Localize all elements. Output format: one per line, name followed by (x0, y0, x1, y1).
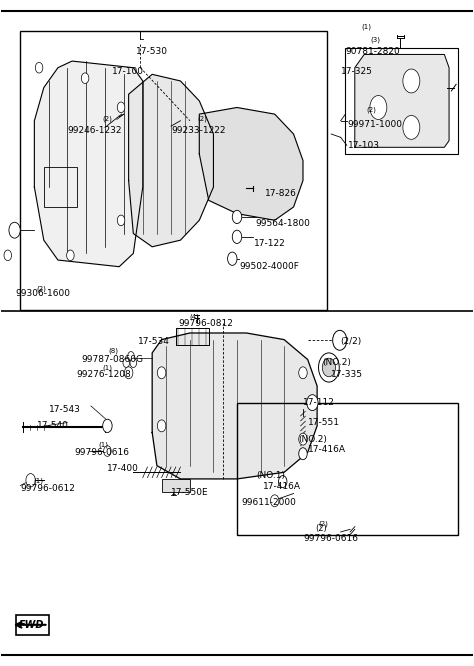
Text: (1): (1) (34, 478, 44, 484)
Text: 17-325: 17-325 (341, 67, 373, 75)
Text: (2): (2) (103, 116, 113, 122)
Circle shape (82, 73, 89, 83)
Text: 99796-0812: 99796-0812 (178, 318, 233, 328)
Polygon shape (152, 333, 317, 479)
Circle shape (319, 353, 339, 382)
Bar (162, 479, 190, 492)
Text: 17-112: 17-112 (303, 398, 335, 407)
Text: 99796-0612: 99796-0612 (20, 484, 75, 494)
Text: 99796-0616: 99796-0616 (74, 448, 129, 457)
Text: 99564-1800: 99564-1800 (256, 219, 311, 228)
Text: 17-103: 17-103 (348, 141, 380, 150)
Text: 17-534: 17-534 (138, 337, 170, 346)
Circle shape (299, 448, 307, 460)
Text: 99971-1000: 99971-1000 (348, 120, 403, 129)
Bar (237, 403, 458, 535)
Circle shape (36, 63, 43, 73)
Text: (2): (2) (315, 524, 327, 533)
Text: (NO.2): (NO.2) (322, 358, 351, 368)
Text: 17-335: 17-335 (331, 370, 363, 379)
Circle shape (370, 95, 387, 119)
Circle shape (104, 446, 111, 456)
Text: (NO.2): (NO.2) (298, 435, 327, 444)
Text: 17-400: 17-400 (108, 464, 139, 474)
Text: 17-540: 17-540 (36, 422, 69, 430)
Text: 90781-2820: 90781-2820 (346, 47, 400, 56)
Text: 17-543: 17-543 (48, 405, 81, 414)
Text: 99787-0860G: 99787-0860G (82, 355, 144, 364)
Text: (1): (1) (98, 442, 108, 448)
Text: (2): (2) (36, 285, 46, 292)
Circle shape (299, 433, 307, 445)
Text: (2): (2) (318, 520, 328, 527)
Circle shape (307, 395, 318, 411)
Circle shape (228, 252, 237, 265)
Polygon shape (355, 55, 449, 147)
Text: (3): (3) (370, 36, 380, 43)
Circle shape (103, 419, 112, 432)
Text: 99246-1232: 99246-1232 (67, 127, 122, 135)
Text: 17-551: 17-551 (308, 418, 340, 427)
Circle shape (123, 358, 129, 368)
Text: (2): (2) (197, 116, 207, 122)
Text: FWD: FWD (19, 620, 45, 630)
Text: 99502-4000F: 99502-4000F (239, 262, 299, 271)
Circle shape (403, 115, 420, 139)
Circle shape (128, 352, 134, 361)
Polygon shape (199, 107, 303, 220)
Circle shape (157, 420, 166, 432)
Text: 99233-1222: 99233-1222 (171, 127, 226, 135)
Circle shape (232, 230, 242, 244)
Text: 17-416A: 17-416A (263, 482, 301, 492)
Circle shape (117, 215, 125, 226)
Circle shape (26, 474, 36, 487)
Circle shape (124, 367, 133, 379)
Circle shape (403, 69, 420, 93)
Text: 17-826: 17-826 (265, 189, 297, 198)
Text: (2/2): (2/2) (341, 337, 362, 346)
Polygon shape (35, 61, 143, 266)
Text: 17-550E: 17-550E (171, 488, 209, 497)
Text: 17-122: 17-122 (254, 239, 285, 248)
Circle shape (4, 250, 11, 260)
Circle shape (117, 102, 125, 113)
Circle shape (278, 476, 287, 488)
Text: (1): (1) (361, 23, 371, 30)
Circle shape (130, 358, 137, 368)
Polygon shape (128, 75, 213, 247)
Text: 99306-1600: 99306-1600 (16, 288, 71, 298)
Text: (8): (8) (108, 348, 118, 354)
Circle shape (322, 358, 336, 377)
Text: 17-530: 17-530 (136, 47, 168, 56)
Text: 99796-0616: 99796-0616 (303, 534, 358, 543)
Bar (346, 48, 458, 154)
Circle shape (271, 495, 279, 507)
Text: (2): (2) (366, 107, 376, 113)
Circle shape (232, 210, 242, 224)
Text: (1): (1) (103, 364, 113, 371)
Text: (4): (4) (190, 314, 199, 320)
Text: 99276-1208: 99276-1208 (77, 370, 131, 379)
Text: 17-100: 17-100 (112, 67, 144, 75)
Circle shape (157, 367, 166, 379)
Bar (20, 31, 327, 310)
Text: (NO.1): (NO.1) (256, 471, 285, 480)
Bar (44, 167, 77, 207)
Circle shape (299, 367, 307, 379)
Circle shape (67, 250, 74, 260)
Text: 17-416A: 17-416A (308, 445, 346, 454)
Text: 99611-2000: 99611-2000 (242, 498, 297, 507)
Circle shape (9, 222, 20, 238)
